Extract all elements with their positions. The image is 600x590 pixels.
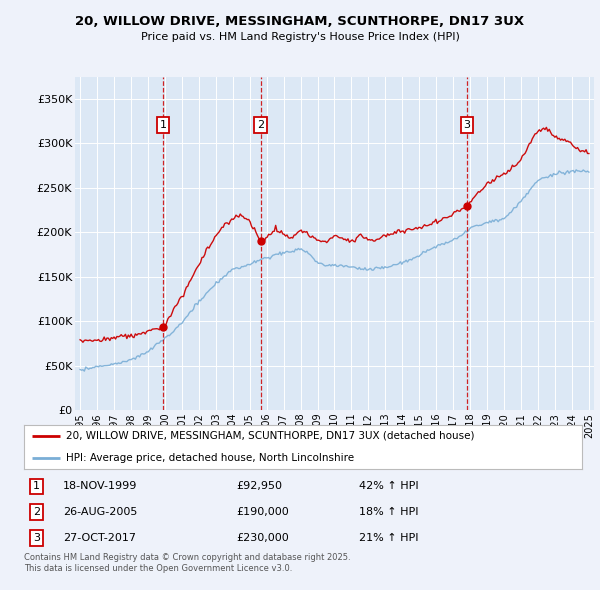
Text: 18% ↑ HPI: 18% ↑ HPI	[359, 507, 418, 517]
Text: £190,000: £190,000	[236, 507, 289, 517]
Text: 3: 3	[464, 120, 470, 130]
Text: 21% ↑ HPI: 21% ↑ HPI	[359, 533, 418, 543]
Text: 1: 1	[33, 481, 40, 491]
Text: 20, WILLOW DRIVE, MESSINGHAM, SCUNTHORPE, DN17 3UX (detached house): 20, WILLOW DRIVE, MESSINGHAM, SCUNTHORPE…	[66, 431, 475, 441]
Text: £92,950: £92,950	[236, 481, 282, 491]
Text: 42% ↑ HPI: 42% ↑ HPI	[359, 481, 418, 491]
Text: £230,000: £230,000	[236, 533, 289, 543]
Text: Price paid vs. HM Land Registry's House Price Index (HPI): Price paid vs. HM Land Registry's House …	[140, 32, 460, 42]
Text: 1: 1	[160, 120, 166, 130]
Text: 27-OCT-2017: 27-OCT-2017	[63, 533, 136, 543]
Text: Contains HM Land Registry data © Crown copyright and database right 2025.
This d: Contains HM Land Registry data © Crown c…	[24, 553, 350, 573]
Text: HPI: Average price, detached house, North Lincolnshire: HPI: Average price, detached house, Nort…	[66, 453, 354, 463]
Text: 18-NOV-1999: 18-NOV-1999	[63, 481, 137, 491]
Text: 2: 2	[257, 120, 264, 130]
Text: 26-AUG-2005: 26-AUG-2005	[63, 507, 137, 517]
Text: 2: 2	[33, 507, 40, 517]
Text: 3: 3	[33, 533, 40, 543]
Text: 20, WILLOW DRIVE, MESSINGHAM, SCUNTHORPE, DN17 3UX: 20, WILLOW DRIVE, MESSINGHAM, SCUNTHORPE…	[76, 15, 524, 28]
